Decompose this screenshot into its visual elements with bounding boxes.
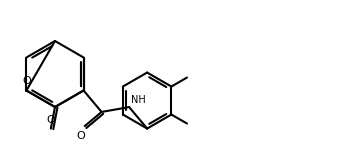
Text: O: O — [46, 115, 55, 125]
Text: O: O — [22, 77, 31, 87]
Text: NH: NH — [131, 95, 146, 105]
Text: O: O — [76, 131, 85, 141]
